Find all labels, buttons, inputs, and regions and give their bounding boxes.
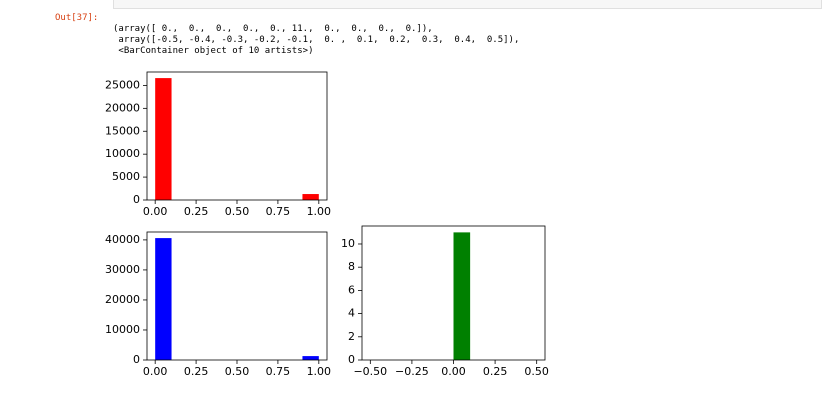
x-tick-label: 0.00: [143, 365, 168, 378]
x-tick-label: 0.50: [225, 365, 250, 378]
y-tick-label: 20000: [105, 293, 140, 306]
x-tick-label: 1.00: [307, 205, 332, 218]
y-tick-label: 4: [348, 307, 355, 320]
x-tick-label: 0.50: [225, 205, 250, 218]
plot-frame: [146, 71, 328, 201]
output-prompt: Out[37]:: [55, 13, 99, 23]
y-tick-label: 2: [348, 330, 355, 343]
x-tick-label: 0.75: [266, 365, 291, 378]
y-tick-label: 5000: [112, 170, 140, 183]
y-tick-label: 10000: [105, 323, 140, 336]
y-tick-label: 20000: [105, 101, 140, 114]
x-tick-label: 0.25: [184, 365, 209, 378]
bar: [155, 78, 172, 200]
output-line: array([-0.5, -0.4, -0.3, -0.2, -0.1, 0. …: [113, 35, 520, 45]
y-tick-label: 40000: [105, 233, 140, 246]
x-tick-label: 1.00: [307, 365, 332, 378]
output-text: (array([ 0., 0., 0., 0., 0., 11., 0., 0.…: [113, 13, 519, 57]
y-tick-label: 25000: [105, 78, 140, 91]
bar: [453, 232, 471, 360]
y-tick-label: 0: [133, 353, 140, 366]
x-tick-label: 0.25: [184, 205, 209, 218]
y-tick-label: 0: [133, 193, 140, 206]
y-tick-label: 6: [348, 283, 355, 296]
y-tick-label: 10: [341, 237, 355, 250]
x-tick-label: 0.75: [266, 205, 291, 218]
y-tick-label: 30000: [105, 263, 140, 276]
previous-cell: [113, 0, 822, 9]
y-tick-label: 8: [348, 260, 355, 273]
output-line: (array([ 0., 0., 0., 0., 0., 11., 0., 0.…: [113, 24, 433, 34]
plot-frame: [146, 231, 328, 361]
y-tick-label: 15000: [105, 124, 140, 137]
x-tick-label: 0.00: [441, 365, 466, 378]
bar: [155, 238, 172, 360]
bar: [302, 194, 319, 200]
y-tick-label: 10000: [105, 147, 140, 160]
x-tick-label: −0.50: [353, 365, 387, 378]
bar: [302, 356, 319, 360]
output-line: <BarContainer object of 10 artists>): [113, 46, 314, 56]
x-tick-label: 0.00: [143, 205, 168, 218]
x-tick-label: −0.25: [395, 365, 429, 378]
x-tick-label: 0.25: [483, 365, 508, 378]
x-tick-label: 0.50: [524, 365, 549, 378]
y-tick-label: 0: [348, 353, 355, 366]
